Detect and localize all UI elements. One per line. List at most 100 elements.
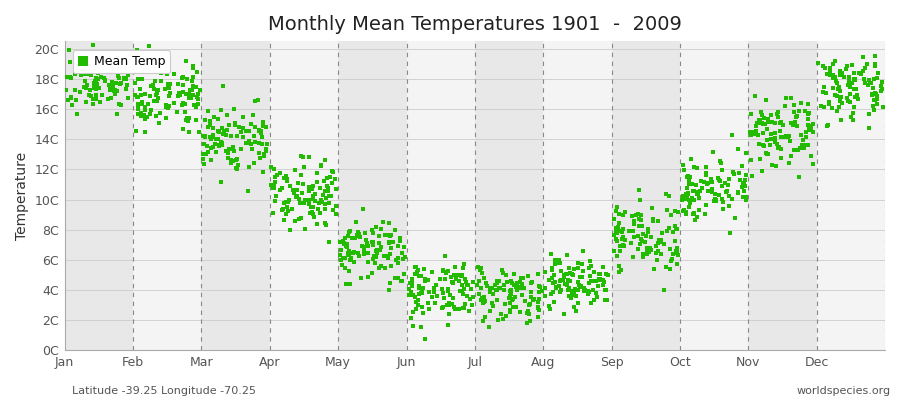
Point xyxy=(744,111,759,117)
Point xyxy=(610,238,625,244)
Point xyxy=(260,141,274,147)
Point xyxy=(533,284,547,290)
Point xyxy=(63,75,77,81)
Point xyxy=(185,92,200,98)
Point xyxy=(365,239,380,246)
Point xyxy=(596,277,610,283)
Point xyxy=(106,88,121,94)
Point xyxy=(839,66,853,72)
Point xyxy=(552,257,566,264)
Point xyxy=(596,282,610,288)
Point xyxy=(858,80,872,86)
Point xyxy=(475,294,490,301)
Point xyxy=(870,93,885,100)
Point xyxy=(841,82,855,88)
Point xyxy=(565,288,580,294)
Point xyxy=(708,196,723,202)
Point xyxy=(773,134,788,140)
Point xyxy=(254,128,268,134)
Point xyxy=(408,294,422,300)
Point xyxy=(266,209,281,216)
Point xyxy=(280,203,294,210)
Point xyxy=(130,94,145,100)
Point xyxy=(831,86,845,92)
Point xyxy=(840,62,854,69)
Point xyxy=(670,245,684,251)
Point xyxy=(312,199,327,206)
Point xyxy=(688,182,703,189)
Point xyxy=(739,150,753,156)
Point xyxy=(670,261,684,267)
Point xyxy=(258,145,273,152)
Point xyxy=(760,126,774,132)
Point xyxy=(592,275,607,282)
Point xyxy=(130,100,145,107)
Point xyxy=(684,196,698,202)
Point xyxy=(322,192,337,199)
Point xyxy=(321,188,336,194)
Point xyxy=(727,215,742,222)
Point xyxy=(583,272,598,279)
Point xyxy=(667,208,681,214)
Point xyxy=(556,276,571,283)
Point xyxy=(377,252,392,259)
Point xyxy=(186,65,201,71)
Point xyxy=(796,145,811,151)
Point xyxy=(790,147,805,153)
Point xyxy=(456,265,471,271)
Point xyxy=(847,70,861,76)
Point xyxy=(361,250,375,256)
Point xyxy=(234,128,248,135)
Point xyxy=(203,136,218,142)
Point xyxy=(592,271,607,278)
Point xyxy=(227,106,241,112)
Point xyxy=(485,285,500,292)
Point xyxy=(186,74,201,80)
Point xyxy=(104,95,118,102)
Point xyxy=(699,202,714,208)
Point xyxy=(436,268,450,274)
Point xyxy=(273,187,287,194)
Bar xyxy=(748,41,816,350)
Point xyxy=(734,184,749,190)
Point xyxy=(492,284,507,291)
Point xyxy=(478,314,492,321)
Point xyxy=(575,248,590,254)
Point xyxy=(670,226,684,232)
Point xyxy=(513,278,527,285)
Point xyxy=(248,139,262,146)
Point xyxy=(789,114,804,120)
Point xyxy=(239,140,254,147)
Point xyxy=(383,233,398,240)
Point xyxy=(404,291,419,297)
Point xyxy=(764,130,778,137)
Point xyxy=(356,251,371,258)
Point xyxy=(70,110,85,117)
Point xyxy=(653,239,668,246)
Point xyxy=(616,234,630,240)
Point xyxy=(102,64,116,71)
Point xyxy=(677,167,691,173)
Point xyxy=(314,163,328,169)
Point xyxy=(731,189,745,196)
Point xyxy=(611,210,625,217)
Point xyxy=(241,138,256,144)
Point xyxy=(365,238,380,245)
Point xyxy=(429,282,444,288)
Point xyxy=(687,188,701,194)
Point xyxy=(670,252,685,259)
Point xyxy=(768,130,782,136)
Point xyxy=(622,228,636,234)
Point xyxy=(440,286,454,293)
Point xyxy=(519,320,534,326)
Point xyxy=(748,93,762,99)
Point xyxy=(646,218,661,224)
Point xyxy=(436,304,450,311)
Point xyxy=(442,302,456,308)
Point xyxy=(393,278,408,284)
Point xyxy=(242,128,256,134)
Point xyxy=(538,285,553,292)
Point xyxy=(664,212,679,218)
Point xyxy=(686,188,700,194)
Point xyxy=(311,206,326,212)
